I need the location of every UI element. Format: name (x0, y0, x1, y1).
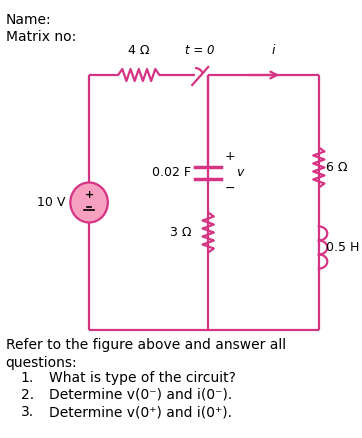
Text: 3.: 3. (21, 405, 34, 419)
Text: +: + (225, 150, 236, 163)
Text: 0.02 F: 0.02 F (152, 166, 191, 179)
Text: Refer to the figure above and answer all
questions:: Refer to the figure above and answer all… (6, 338, 286, 371)
Text: 4 Ω: 4 Ω (128, 44, 150, 57)
Text: Matrix no:: Matrix no: (6, 30, 76, 44)
Text: Determine v(0⁻) and i(0⁻).: Determine v(0⁻) and i(0⁻). (49, 388, 232, 402)
Text: t = 0: t = 0 (185, 44, 215, 57)
Text: +: + (84, 191, 94, 201)
Text: 3 Ω: 3 Ω (170, 226, 191, 239)
Circle shape (70, 183, 108, 223)
Text: 2.: 2. (21, 388, 34, 402)
Text: v: v (236, 166, 244, 179)
Text: i: i (271, 44, 275, 57)
Text: 0.5 H: 0.5 H (327, 241, 360, 254)
Text: 10 V: 10 V (37, 196, 66, 209)
Text: 6 Ω: 6 Ω (327, 161, 348, 174)
Text: −: − (225, 182, 236, 195)
Text: 1.: 1. (21, 371, 34, 385)
Text: What is type of the circuit?: What is type of the circuit? (49, 371, 236, 385)
Text: Name:: Name: (6, 13, 51, 27)
Text: Determine v(0⁺) and i(0⁺).: Determine v(0⁺) and i(0⁺). (49, 405, 232, 419)
